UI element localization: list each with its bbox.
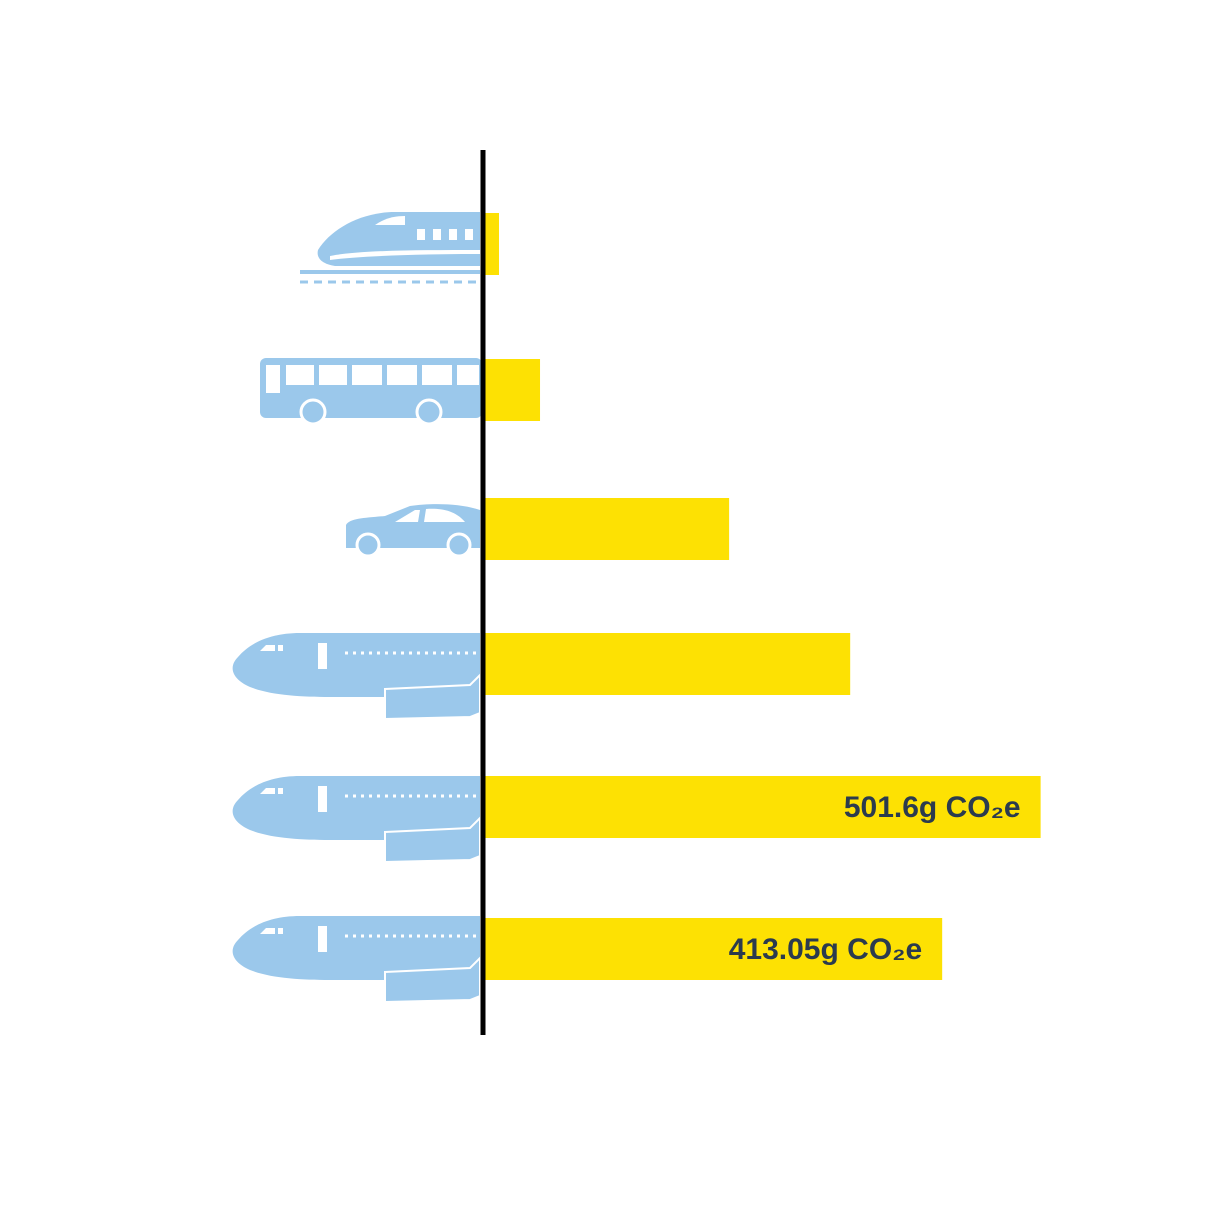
bar xyxy=(483,918,943,980)
value-label: 501.6g CO₂e xyxy=(844,791,1021,824)
plane-icon xyxy=(231,914,482,1004)
car-icon xyxy=(346,504,480,558)
bar xyxy=(483,776,1041,838)
bar xyxy=(483,633,851,695)
train-icon xyxy=(300,212,480,284)
value-label: 413.05g CO₂e xyxy=(729,933,922,966)
bar xyxy=(483,498,730,560)
bus-icon xyxy=(260,358,482,426)
bar xyxy=(483,359,541,421)
bar xyxy=(483,213,500,275)
plane-icon xyxy=(231,631,482,721)
plane-icon xyxy=(231,774,482,864)
